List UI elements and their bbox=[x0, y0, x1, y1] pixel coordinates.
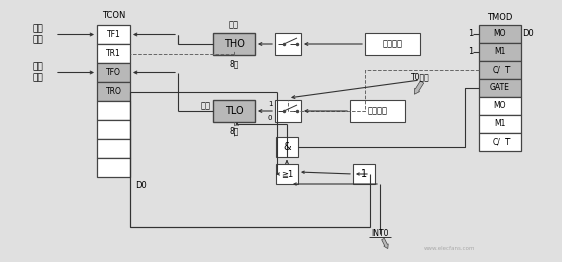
Text: TMOD: TMOD bbox=[487, 13, 513, 21]
Bar bbox=[350, 100, 405, 122]
Bar bbox=[479, 97, 521, 115]
Text: TCON: TCON bbox=[102, 12, 125, 20]
Text: www.elecfans.com: www.elecfans.com bbox=[424, 245, 476, 250]
Bar bbox=[275, 33, 301, 55]
Bar bbox=[213, 33, 255, 55]
Text: 机器周期: 机器周期 bbox=[368, 106, 388, 116]
Text: D0: D0 bbox=[522, 30, 534, 39]
Text: &: & bbox=[283, 142, 291, 152]
Bar bbox=[97, 82, 130, 101]
Text: MO: MO bbox=[494, 30, 506, 39]
Text: GATE: GATE bbox=[490, 84, 510, 92]
Bar bbox=[97, 158, 130, 177]
Text: 8位: 8位 bbox=[229, 59, 239, 68]
Text: 1: 1 bbox=[361, 169, 367, 179]
Text: T: T bbox=[505, 138, 509, 147]
Bar bbox=[213, 100, 255, 122]
Bar bbox=[479, 25, 521, 43]
Text: TR1: TR1 bbox=[106, 49, 121, 58]
Text: D0: D0 bbox=[135, 181, 147, 189]
Text: M1: M1 bbox=[495, 47, 506, 57]
Text: ≧1: ≧1 bbox=[281, 170, 293, 178]
FancyArrow shape bbox=[382, 238, 388, 249]
Bar bbox=[479, 61, 521, 79]
Text: TLO: TLO bbox=[225, 106, 243, 116]
Bar bbox=[97, 25, 130, 44]
Text: T: T bbox=[505, 66, 509, 75]
Bar bbox=[365, 33, 420, 55]
Bar bbox=[97, 139, 130, 158]
Text: C/: C/ bbox=[493, 138, 501, 146]
Text: 溢出: 溢出 bbox=[229, 20, 239, 30]
Text: 0: 0 bbox=[268, 115, 272, 121]
Text: 溢出: 溢出 bbox=[201, 101, 211, 111]
Bar bbox=[479, 133, 521, 151]
Text: 1: 1 bbox=[268, 101, 272, 107]
Text: M1: M1 bbox=[495, 119, 506, 128]
Text: TRO: TRO bbox=[106, 87, 121, 96]
Bar bbox=[479, 43, 521, 61]
Text: TF1: TF1 bbox=[107, 30, 120, 39]
Bar bbox=[97, 101, 130, 120]
Text: 1: 1 bbox=[468, 47, 474, 57]
Bar bbox=[276, 137, 298, 157]
Bar bbox=[275, 100, 301, 122]
Text: TFO: TFO bbox=[106, 68, 121, 77]
Text: 申请
中断: 申请 中断 bbox=[33, 63, 43, 82]
Text: 申请
中断: 申请 中断 bbox=[33, 25, 43, 44]
Text: THO: THO bbox=[224, 39, 244, 49]
Bar bbox=[353, 164, 375, 184]
Bar bbox=[97, 63, 130, 82]
Bar bbox=[479, 115, 521, 133]
Bar bbox=[97, 120, 130, 139]
Bar bbox=[276, 164, 298, 184]
Bar bbox=[97, 44, 130, 63]
Bar bbox=[479, 79, 521, 97]
Text: T0引脚: T0引脚 bbox=[411, 73, 429, 81]
Text: 8位: 8位 bbox=[229, 127, 239, 135]
FancyArrow shape bbox=[414, 81, 424, 94]
Text: 1: 1 bbox=[468, 30, 474, 39]
Text: C/: C/ bbox=[493, 66, 501, 74]
Text: 机器周期: 机器周期 bbox=[383, 40, 402, 48]
Text: MO: MO bbox=[494, 101, 506, 111]
Text: INT0: INT0 bbox=[371, 230, 389, 238]
